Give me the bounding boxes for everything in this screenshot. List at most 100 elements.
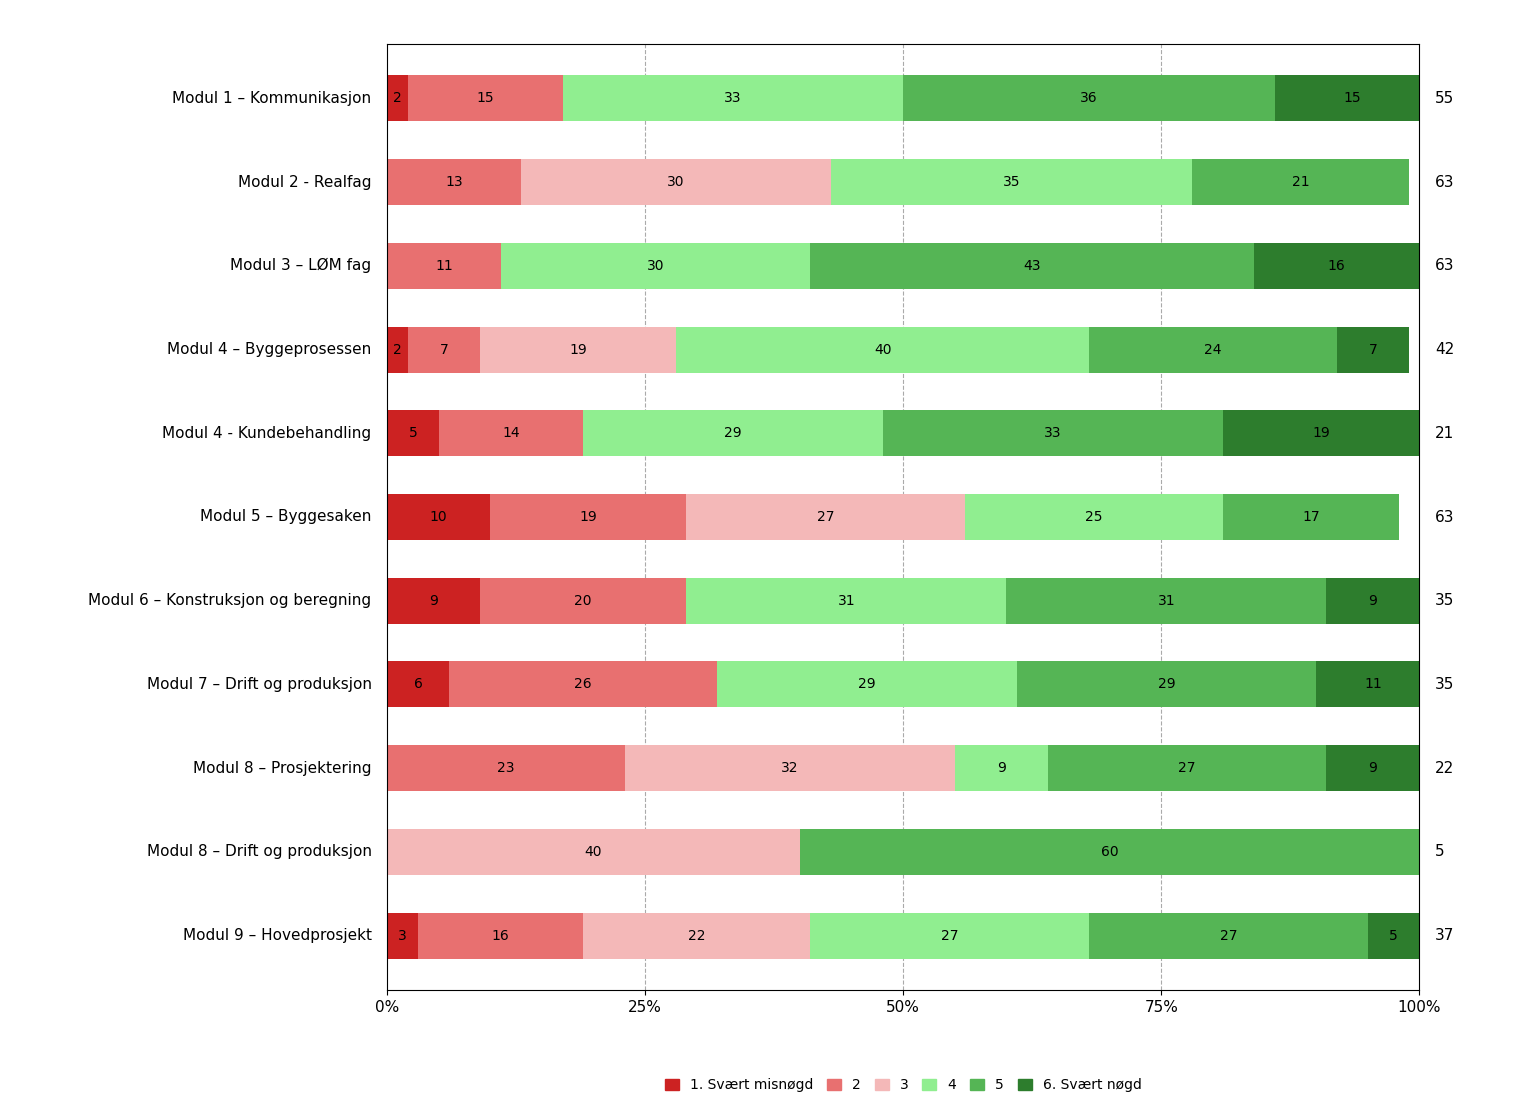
Text: 25: 25 (1085, 510, 1104, 524)
Bar (1047, 745, 1327, 791)
Text: Modul 4 - Kundebehandling: Modul 4 - Kundebehandling (162, 426, 372, 441)
Bar (686, 494, 965, 540)
Bar (1088, 913, 1368, 958)
Text: 9: 9 (997, 761, 1006, 776)
Text: Modul 7 – Drift og produksjon: Modul 7 – Drift og produksjon (147, 676, 372, 692)
Bar (387, 160, 521, 206)
Text: 24: 24 (1204, 342, 1222, 356)
Text: 40: 40 (874, 342, 891, 356)
Text: 7: 7 (1369, 342, 1377, 356)
Bar (1006, 578, 1327, 624)
Text: 20: 20 (574, 594, 592, 607)
Bar (1192, 160, 1409, 206)
Bar (387, 243, 501, 289)
Bar (1275, 76, 1430, 121)
Bar (490, 494, 686, 540)
Bar (387, 578, 480, 624)
Bar (1316, 661, 1430, 707)
Bar (1368, 913, 1419, 958)
Text: 2: 2 (393, 91, 402, 106)
Bar (563, 76, 903, 121)
Text: 13: 13 (445, 175, 463, 189)
Bar (408, 76, 563, 121)
Text: 43: 43 (1023, 258, 1041, 273)
Text: 10: 10 (430, 510, 448, 524)
Text: 31: 31 (1158, 594, 1175, 607)
Text: 42: 42 (1435, 342, 1454, 358)
Text: Modul 3 – LØM fag: Modul 3 – LØM fag (231, 258, 372, 274)
Text: 19: 19 (580, 510, 597, 524)
Bar (521, 160, 830, 206)
Text: 22: 22 (1435, 761, 1454, 776)
Bar (480, 327, 676, 373)
Bar (1337, 327, 1409, 373)
Text: 5: 5 (1389, 928, 1398, 943)
Bar (583, 913, 811, 958)
Text: 32: 32 (780, 761, 798, 776)
Text: 15: 15 (477, 91, 493, 106)
Text: 35: 35 (1435, 593, 1454, 608)
Text: 27: 27 (1178, 761, 1196, 776)
Text: 27: 27 (817, 510, 835, 524)
Bar (903, 76, 1275, 121)
Text: 14: 14 (502, 427, 519, 440)
Text: 19: 19 (569, 342, 587, 356)
Bar (417, 913, 583, 958)
Text: 11: 11 (1365, 678, 1381, 692)
Text: 30: 30 (668, 175, 685, 189)
Text: 55: 55 (1435, 91, 1454, 106)
Text: Modul 4 – Byggeprosessen: Modul 4 – Byggeprosessen (167, 342, 372, 358)
Bar (387, 76, 408, 121)
Text: 22: 22 (688, 928, 706, 943)
Bar (1327, 745, 1419, 791)
Bar (387, 913, 417, 958)
Bar (1327, 578, 1419, 624)
Text: 9: 9 (1368, 761, 1377, 776)
Text: 29: 29 (1158, 678, 1175, 692)
Legend: 1. Svært misnøgd, 2, 3, 4, 5, 6. Svært nøgd: 1. Svært misnøgd, 2, 3, 4, 5, 6. Svært n… (659, 1072, 1148, 1098)
Bar (676, 327, 1088, 373)
Text: 21: 21 (1435, 426, 1454, 441)
Text: 36: 36 (1081, 91, 1098, 106)
Text: 40: 40 (584, 845, 603, 859)
Bar (1254, 243, 1419, 289)
Text: 11: 11 (436, 258, 452, 273)
Text: Modul 6 – Konstruksjon og beregning: Modul 6 – Konstruksjon og beregning (88, 593, 372, 608)
Bar (387, 661, 449, 707)
Bar (800, 828, 1419, 874)
Text: 17: 17 (1302, 510, 1319, 524)
Text: 2: 2 (393, 342, 402, 356)
Text: 16: 16 (1328, 258, 1345, 273)
Bar (686, 578, 1006, 624)
Text: 29: 29 (724, 427, 742, 440)
Text: 27: 27 (1219, 928, 1237, 943)
Bar (811, 913, 1088, 958)
Text: 37: 37 (1435, 928, 1454, 943)
Text: 6: 6 (413, 678, 422, 692)
Bar (955, 745, 1047, 791)
Bar (1224, 410, 1419, 456)
Bar (480, 578, 686, 624)
Text: 9: 9 (430, 594, 439, 607)
Bar (501, 243, 811, 289)
Text: 7: 7 (440, 342, 448, 356)
Text: 3: 3 (398, 928, 407, 943)
Text: 63: 63 (1435, 258, 1454, 273)
Bar (387, 828, 800, 874)
Text: 5: 5 (408, 427, 417, 440)
Bar (830, 160, 1192, 206)
Text: 60: 60 (1101, 845, 1119, 859)
Text: 5: 5 (1435, 845, 1445, 859)
Text: 15: 15 (1343, 91, 1362, 106)
Text: 16: 16 (492, 928, 510, 943)
Text: 29: 29 (858, 678, 876, 692)
Bar (1088, 327, 1337, 373)
Text: Modul 8 – Prosjektering: Modul 8 – Prosjektering (193, 761, 372, 776)
Bar (1224, 494, 1398, 540)
Text: 63: 63 (1435, 175, 1454, 189)
Text: Modul 1 – Kommunikasjon: Modul 1 – Kommunikasjon (173, 91, 372, 106)
Bar (624, 745, 955, 791)
Bar (408, 327, 480, 373)
Text: 63: 63 (1435, 509, 1454, 525)
Bar (387, 410, 439, 456)
